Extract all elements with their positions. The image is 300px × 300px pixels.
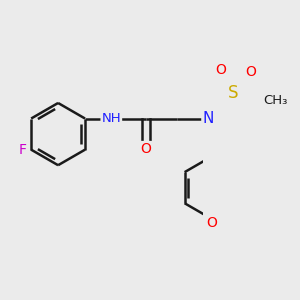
Text: O: O <box>245 65 256 80</box>
Text: S: S <box>228 84 239 102</box>
Text: O: O <box>140 142 151 156</box>
Text: NH: NH <box>101 112 121 125</box>
Text: N: N <box>202 111 214 126</box>
Text: CH₃: CH₃ <box>263 94 288 106</box>
Text: F: F <box>19 143 27 157</box>
Text: O: O <box>206 216 217 230</box>
Text: O: O <box>216 63 226 77</box>
